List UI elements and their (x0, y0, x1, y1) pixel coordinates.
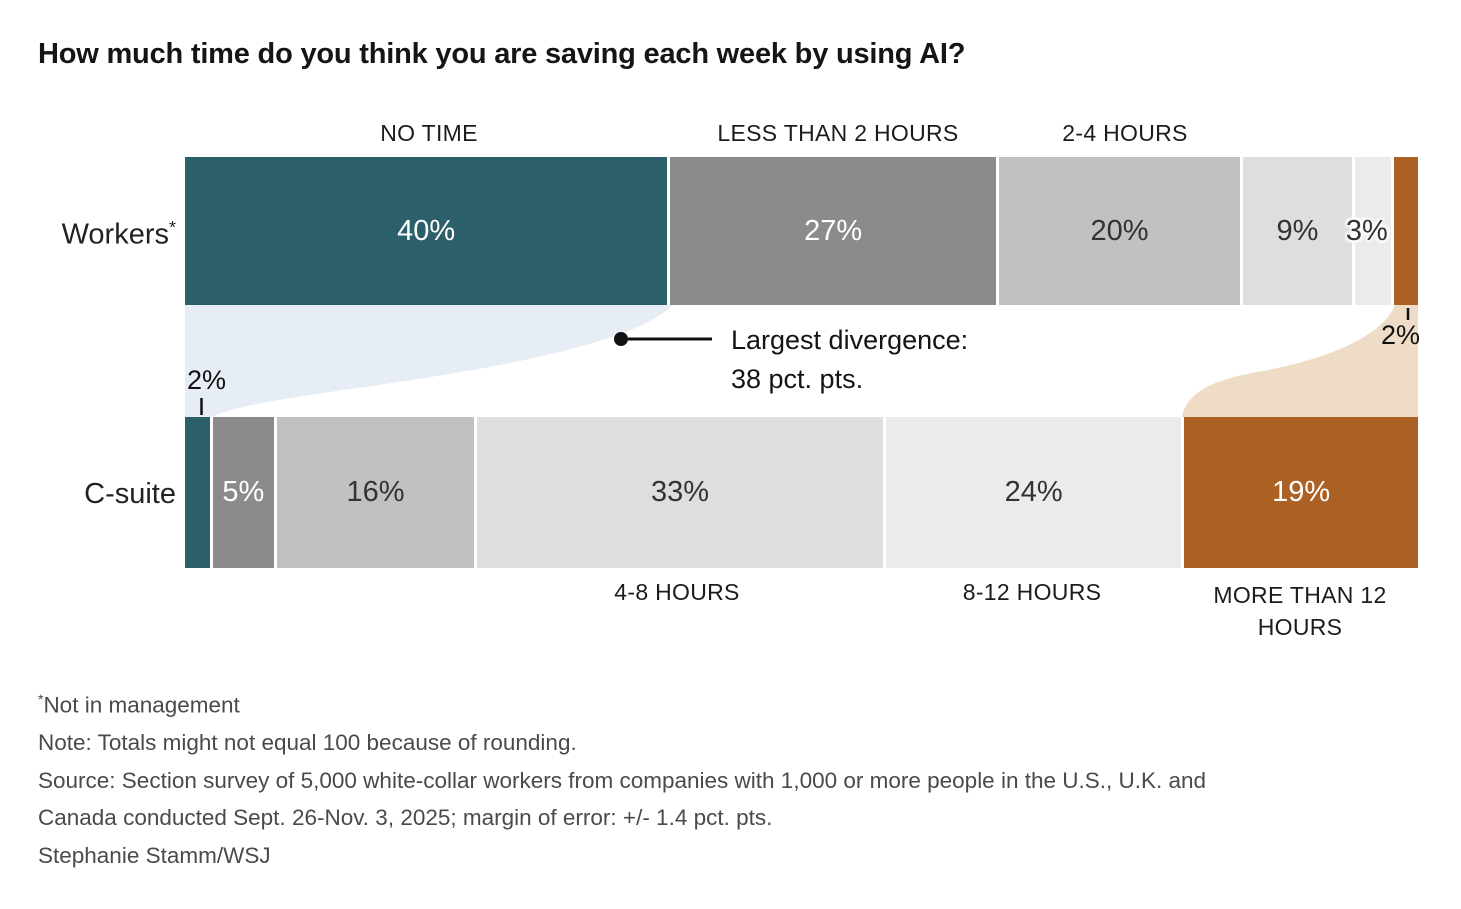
csuite-value-2-4-hours: 16% (346, 476, 405, 508)
category-label-no-time: NO TIME (380, 120, 478, 146)
workers-more-than-12-callout: 2% (1381, 320, 1421, 350)
workers-segment-8-12-hours: 3% (1346, 157, 1391, 305)
csuite-value-less-than-2-hours: 5% (222, 476, 265, 508)
no-time-ribbon (185, 305, 673, 417)
csuite-value-more-than-12-hours: 19% (1272, 476, 1331, 508)
footnote-note: Note: Totals might not equal 100 because… (38, 730, 577, 755)
chart-title: How much time do you think you are savin… (38, 38, 966, 70)
workers-value-no-time: 40% (397, 214, 456, 247)
workers-value-8-12-hours: 3% (1345, 214, 1388, 247)
flow-ribbons (185, 305, 1418, 417)
footnote-definition: *Not in management (38, 681, 1238, 724)
workers-label-text: Workers (61, 218, 169, 251)
row-label-workers: Workers* (0, 217, 176, 252)
footnotes: *Not in management Note: Totals might no… (38, 681, 1238, 874)
workers-segment-2-4-hours: 20% (998, 157, 1241, 305)
annotation-dot (614, 332, 628, 346)
divergence-annotation-line2: 38 pct. pts. (731, 364, 864, 394)
more-than-12-ribbon (1182, 305, 1418, 417)
csuite-no-time-callout: 2% (187, 365, 227, 395)
csuite-segment-less-than-2-hours: 5% (212, 417, 275, 568)
csuite-bar: 5% 16% 33% 24% 19% (185, 417, 1418, 568)
divergence-annotation-line1: Largest divergence: (731, 325, 969, 355)
footnote-credit: Stephanie Stamm/WSJ (38, 842, 271, 868)
footnote-marker: * (38, 691, 44, 707)
workers-segment-4-8-hours: 9% (1243, 157, 1352, 305)
row-label-csuite: C-suite (84, 478, 176, 510)
workers-segment-less-than-2-hours: 27% (670, 157, 996, 305)
workers-segment-no-time: 40% (185, 157, 668, 305)
footnote-definition-text: Not in management (43, 692, 240, 718)
category-label-4-8-hours: 4-8 HOURS (614, 579, 740, 605)
workers-value-2-4-hours: 20% (1090, 214, 1149, 247)
category-label-2-4-hours: 2-4 HOURS (1062, 120, 1188, 146)
footnote-source: Source: Section survey of 5,000 white-co… (38, 767, 1207, 831)
csuite-value-4-8-hours: 33% (650, 476, 709, 508)
csuite-segment-4-8-hours: 33% (476, 417, 883, 568)
csuite-segment-8-12-hours: 24% (885, 417, 1182, 568)
category-label-8-12-hours: 8-12 HOURS (962, 579, 1102, 605)
workers-value-less-than-2-hours: 27% (804, 214, 863, 247)
divergence-annotation: Largest divergence: 38 pct. pts. (731, 321, 968, 399)
csuite-segment-2-4-hours: 16% (277, 417, 474, 568)
csuite-value-8-12-hours: 24% (1004, 476, 1063, 508)
csuite-segment-no-time (185, 417, 210, 568)
workers-footnote-marker: * (169, 217, 176, 237)
workers-bar: 40% 27% 20% 9% 3% (185, 157, 1418, 305)
workers-value-4-8-hours: 9% (1276, 214, 1319, 247)
csuite-segment-more-than-12-hours: 19% (1184, 417, 1418, 568)
category-label-less-than-2-hours: LESS THAN 2 HOURS (717, 120, 959, 146)
category-label-more-than-12-hours: MORE THAN 12 HOURS (1213, 582, 1387, 640)
workers-segment-more-than-12-hours (1393, 157, 1418, 305)
